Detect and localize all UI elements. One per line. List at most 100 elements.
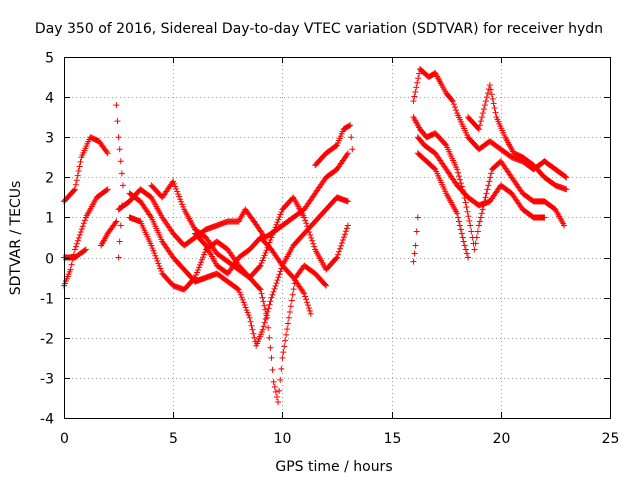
- data-point: [259, 257, 266, 264]
- data-point: [457, 180, 464, 187]
- data-point: [116, 238, 123, 245]
- data-point: [492, 109, 499, 116]
- data-point: [456, 222, 463, 229]
- data-point: [104, 150, 111, 157]
- data-point: [450, 101, 457, 108]
- data-point: [260, 254, 267, 261]
- data-point: [200, 251, 207, 258]
- series-trace-11: [312, 122, 356, 169]
- data-point: [563, 174, 570, 181]
- data-point: [485, 182, 492, 189]
- data-point: [173, 186, 180, 193]
- data-point: [234, 285, 241, 292]
- data-point: [237, 291, 244, 298]
- data-point: [463, 204, 470, 211]
- data-point: [462, 246, 469, 253]
- series-trace-1: [61, 134, 111, 205]
- data-point: [78, 226, 85, 233]
- data-point: [563, 186, 570, 193]
- data-point: [488, 91, 495, 98]
- y-axis-label: SDTVAR / TECUs: [8, 181, 24, 296]
- data-point: [460, 238, 467, 245]
- data-point: [413, 228, 420, 235]
- data-point: [112, 219, 119, 226]
- data-point: [457, 226, 464, 233]
- data-point: [115, 254, 122, 261]
- data-point: [262, 316, 269, 323]
- data-point: [264, 314, 271, 321]
- data-point: [242, 304, 249, 311]
- x-tick-label: 10: [274, 431, 292, 447]
- data-point: [195, 266, 202, 273]
- data-point: [412, 242, 419, 249]
- data-point: [451, 104, 458, 111]
- data-point: [272, 224, 279, 231]
- data-point: [277, 268, 284, 275]
- x-axis-label: GPS time / hours: [275, 459, 392, 475]
- data-point: [333, 142, 340, 149]
- data-point: [275, 274, 282, 281]
- data-point: [476, 218, 483, 225]
- series-trace-5: [113, 102, 126, 261]
- data-point: [413, 84, 420, 91]
- data-point: [285, 320, 292, 327]
- data-point: [473, 234, 480, 241]
- data-point: [305, 226, 312, 233]
- data-point: [274, 219, 281, 226]
- data-point: [243, 307, 250, 314]
- data-point: [74, 237, 81, 244]
- data-point: [77, 158, 84, 165]
- data-point: [191, 275, 198, 282]
- data-point: [322, 281, 329, 288]
- data-point: [260, 298, 267, 305]
- data-point: [486, 82, 493, 89]
- data-point: [194, 269, 201, 276]
- series-trace-2: [61, 186, 111, 289]
- data-point: [81, 247, 88, 254]
- data-point: [265, 305, 272, 312]
- data-point: [489, 95, 496, 102]
- data-point: [311, 243, 318, 250]
- data-point: [250, 330, 257, 337]
- data-point: [283, 331, 290, 338]
- data-point: [487, 174, 494, 181]
- data-point: [339, 237, 346, 244]
- data-point: [265, 324, 272, 331]
- data-point: [286, 308, 293, 315]
- data-point: [411, 250, 418, 257]
- data-point: [335, 248, 342, 255]
- data-point: [192, 274, 199, 281]
- data-point: [487, 86, 494, 93]
- y-tick-label: -2: [40, 332, 54, 348]
- data-point: [304, 302, 311, 309]
- data-point: [453, 107, 460, 114]
- data-point: [278, 208, 285, 215]
- data-point: [114, 118, 121, 125]
- data-point: [267, 298, 274, 305]
- data-point: [455, 173, 462, 180]
- data-point: [266, 301, 273, 308]
- series-trace-14: [414, 134, 548, 221]
- data-point: [272, 282, 279, 289]
- data-point: [247, 318, 254, 325]
- data-point: [79, 223, 86, 230]
- data-point: [455, 218, 462, 225]
- data-point: [270, 288, 277, 295]
- data-point: [157, 265, 164, 272]
- data-point: [344, 198, 351, 205]
- data-point: [412, 88, 419, 95]
- data-point: [483, 190, 490, 197]
- data-point: [244, 309, 251, 316]
- data-point: [150, 247, 157, 254]
- data-point: [303, 220, 310, 227]
- series-trace-12: [410, 66, 570, 181]
- data-point: [256, 263, 263, 270]
- data-point: [442, 141, 449, 148]
- data-point: [261, 252, 268, 259]
- data-point: [258, 260, 265, 267]
- x-tick-label: 15: [384, 431, 402, 447]
- data-point: [249, 326, 256, 333]
- y-tick-label: -1: [40, 292, 54, 308]
- y-tick-labels: -4 -3 -2 -1 0 1 2 3 4 5: [40, 51, 54, 428]
